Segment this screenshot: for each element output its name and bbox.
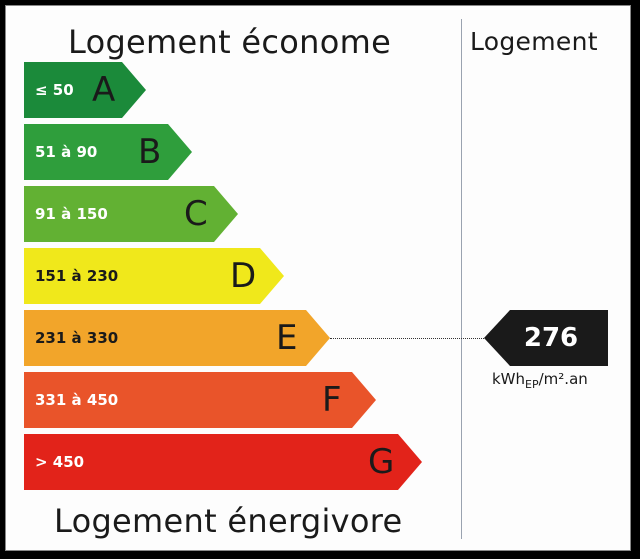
energy-class-letter: C — [184, 194, 208, 234]
result-arrow — [484, 310, 608, 366]
energy-class-letter: A — [92, 70, 116, 110]
column-header-logement: Logement — [470, 27, 598, 56]
unit-main: kWh — [492, 370, 526, 388]
title-economical: Logement économe — [68, 23, 392, 61]
energy-class-band-f: 331 à 450 F — [24, 372, 376, 428]
energy-class-band-a: ≤ 50 A — [24, 62, 146, 118]
energy-class-range: > 450 — [35, 453, 85, 471]
energy-class-range: 231 à 330 — [35, 329, 119, 347]
unit-sub: EP — [525, 378, 539, 391]
result-leader-line — [330, 338, 484, 339]
energy-class-band-d: 151 à 230 D — [24, 248, 284, 304]
column-divider — [461, 19, 462, 539]
energy-class-letter: B — [138, 132, 162, 172]
energy-class-letter: F — [322, 380, 342, 420]
energy-class-band-c: 91 à 150 C — [24, 186, 238, 242]
energy-class-band-b: 51 à 90 B — [24, 124, 192, 180]
energy-class-letter: D — [230, 256, 257, 296]
result-unit: kWhEP/m².an — [492, 368, 588, 396]
energy-class-range: 331 à 450 — [35, 391, 119, 409]
energy-class-band-g: > 450 G — [24, 434, 422, 490]
energy-class-letter: E — [276, 318, 298, 358]
energy-class-range: 91 à 150 — [35, 205, 108, 223]
energy-class-range: 51 à 90 — [35, 143, 98, 161]
energy-class-letter: G — [368, 442, 395, 482]
energy-class-range: 151 à 230 — [35, 267, 119, 285]
unit-rest: /m².an — [538, 370, 588, 388]
energy-label-panel: Logement économe Logement ≤ 50 A 51 à 90 B 9… — [5, 5, 631, 551]
title-energy-intensive: Logement énergivore — [54, 502, 403, 540]
energy-class-range: ≤ 50 — [35, 81, 74, 99]
result-value: 276 — [523, 323, 579, 353]
energy-class-band-e: 231 à 330 E — [24, 310, 330, 366]
